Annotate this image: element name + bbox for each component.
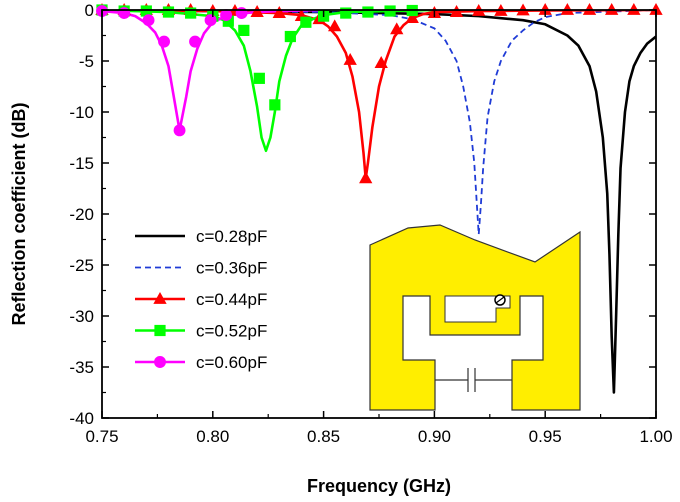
series-3-marker — [238, 24, 250, 36]
y-tick-label: -20 — [69, 205, 94, 224]
series-2-marker — [272, 6, 286, 18]
legend-marker-2 — [153, 292, 167, 304]
legend-label-4: c=0.60pF — [196, 353, 267, 372]
series-2-marker — [538, 3, 552, 15]
series-4-marker — [189, 35, 202, 48]
series-3-marker — [300, 16, 312, 28]
x-axis-title: Frequency (GHz) — [307, 476, 451, 496]
x-tick-label: 0.75 — [85, 427, 118, 446]
series-4-marker — [235, 7, 248, 20]
series-2-marker — [328, 19, 342, 32]
x-tick-label: 0.80 — [196, 427, 229, 446]
series-3-marker — [284, 30, 296, 43]
x-tick-label: 0.85 — [307, 427, 340, 446]
series-line-0 — [102, 10, 656, 394]
series-3-marker — [140, 5, 152, 17]
y-tick-label: -30 — [69, 307, 94, 326]
series-2-marker — [405, 11, 419, 24]
series-3-marker — [222, 15, 234, 27]
legend-label-1: c=0.36pF — [196, 259, 267, 278]
x-tick-label: 0.90 — [418, 427, 451, 446]
antenna-structure-icon — [369, 224, 581, 411]
series-4-marker — [158, 35, 170, 48]
series-2-marker — [627, 3, 641, 15]
legend-marker-4 — [154, 356, 166, 368]
series-4-marker — [220, 9, 233, 22]
y-tick-label: -5 — [79, 52, 94, 71]
legend-label-0: c=0.28pF — [196, 227, 267, 246]
series-3-marker — [384, 5, 396, 17]
series-4-marker — [204, 14, 217, 27]
series-4-marker — [173, 124, 186, 137]
legend-label-3: c=0.52pF — [196, 322, 267, 341]
y-tick-label: -10 — [69, 103, 94, 122]
series-2-marker — [250, 5, 264, 17]
series-3-marker — [253, 72, 265, 84]
series-3-marker — [269, 99, 281, 111]
series-2-marker — [449, 5, 464, 17]
series-3-marker — [185, 7, 197, 19]
series-2-marker — [560, 3, 575, 15]
axis-layer: 0.75 0.80 0.85 0.90 0.95 1.00 0 -5 -10 -15 -20 -25 -… — [69, 1, 672, 446]
y-tick-label: -15 — [69, 154, 94, 173]
series-2-marker — [605, 3, 619, 15]
series-2-marker — [390, 22, 404, 35]
series-4-marker — [142, 14, 155, 27]
y-tick-label: -25 — [69, 256, 94, 275]
y-axis-title: Reflection coefficient (dB) — [9, 102, 29, 325]
x-tick-label: 1.00 — [639, 427, 672, 446]
y-tick-label: -40 — [69, 409, 94, 428]
series-2-marker — [374, 56, 388, 68]
series-2-marker — [343, 52, 357, 65]
series-4-marker — [118, 7, 131, 20]
x-tick-label: 0.95 — [529, 427, 562, 446]
y-tick-label: -35 — [69, 358, 94, 377]
series-2-marker — [582, 3, 597, 15]
series-2-marker — [649, 3, 663, 15]
legend: c=0.28pF c=0.36pF c=0.44pF c=0.52pF c=0.60pF — [135, 227, 267, 372]
series-2-marker — [359, 171, 373, 184]
series-3-marker — [340, 7, 352, 19]
series-3-marker — [362, 6, 374, 18]
legend-marker-3 — [154, 324, 166, 337]
series-3-marker — [162, 6, 175, 18]
y-tick-label: 0 — [85, 1, 94, 20]
legend-label-2: c=0.44pF — [196, 290, 267, 309]
